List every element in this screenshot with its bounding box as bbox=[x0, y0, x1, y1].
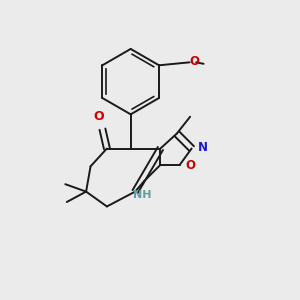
Text: O: O bbox=[185, 159, 195, 172]
Text: N: N bbox=[198, 141, 208, 154]
Text: O: O bbox=[94, 110, 104, 123]
Text: O: O bbox=[190, 55, 200, 68]
Text: NH: NH bbox=[133, 190, 152, 200]
